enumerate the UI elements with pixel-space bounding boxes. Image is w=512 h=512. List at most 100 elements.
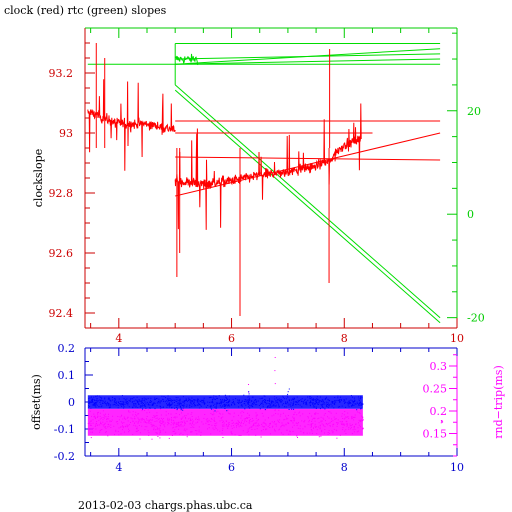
offset-point [118, 398, 120, 400]
rndtrip-point [277, 419, 279, 421]
offset-point [315, 401, 317, 403]
offset-point [196, 401, 198, 403]
rndtrip-point [172, 430, 174, 432]
offset-point [343, 400, 345, 402]
rndtrip-point [341, 413, 343, 415]
offset-point [110, 400, 112, 402]
rndtrip-point [262, 422, 264, 424]
rndtrip-point [311, 425, 312, 427]
rndtrip-point [274, 428, 275, 430]
rndtrip-point [128, 410, 130, 412]
rndtrip-point [218, 416, 220, 418]
offset-point [109, 406, 111, 408]
rndtrip-point [123, 416, 125, 418]
rndtrip-point [328, 417, 330, 419]
rndtrip-point [164, 426, 166, 428]
rndtrip-point [94, 415, 96, 417]
offset-point [260, 403, 262, 405]
offset-point [120, 403, 121, 405]
offset-point [297, 403, 299, 405]
rndtrip-point [193, 424, 195, 426]
offset-point [259, 408, 261, 410]
rndtrip-point [293, 419, 295, 421]
offset-point [226, 397, 227, 399]
rndtrip-point [187, 413, 189, 415]
rndtrip-point [358, 419, 360, 421]
offset-point [359, 402, 361, 404]
offset-point [328, 399, 330, 401]
rndtrip-point [256, 414, 258, 416]
rndtrip-point [167, 421, 169, 423]
offset-point [169, 400, 171, 402]
offset-point [238, 399, 240, 401]
offset-point [167, 399, 169, 401]
offset-point [104, 398, 106, 400]
offset-point [107, 401, 109, 403]
rndtrip-point [240, 422, 242, 424]
rndtrip-point [173, 422, 175, 424]
offset-point [138, 399, 140, 401]
offset-point [265, 400, 267, 402]
offset-point [248, 398, 250, 400]
rndtrip-point [362, 416, 364, 418]
offset-point [315, 408, 317, 409]
rndtrip-point [97, 424, 99, 426]
offset-point [238, 400, 240, 402]
rndtrip-point [257, 418, 259, 420]
rndtrip-point [153, 429, 155, 431]
offset-point [200, 399, 202, 401]
rndtrip-point [122, 418, 124, 420]
offset-point [108, 398, 110, 400]
offset-point [214, 406, 216, 408]
offset-point [108, 397, 110, 399]
offset-point [167, 397, 169, 399]
rndtrip-point [304, 425, 306, 427]
rndtrip-point [244, 419, 246, 421]
offset-point [316, 396, 318, 398]
rndtrip-point [294, 411, 296, 413]
rndtrip-point [136, 428, 138, 430]
offset-point [224, 394, 226, 396]
offset-point [122, 404, 124, 406]
rndtrip-point [184, 421, 186, 423]
offset-point [146, 398, 148, 400]
offset-point [271, 401, 273, 403]
offset-point [147, 403, 149, 405]
offset-point [167, 401, 169, 403]
offset-point [344, 401, 346, 403]
rndtrip-point [90, 421, 92, 422]
offset-point [162, 399, 164, 401]
offset-point [129, 400, 131, 402]
rndtrip-point [312, 417, 314, 419]
rndtrip-point [274, 423, 276, 425]
offset-point [141, 398, 143, 400]
offset-point [312, 399, 314, 401]
rndtrip-spike-point [274, 409, 276, 411]
rndtrip-point [189, 417, 191, 419]
rndtrip-point [120, 426, 122, 428]
rndtrip-point [213, 417, 215, 419]
rndtrip-point [198, 418, 200, 420]
offset-point [324, 397, 326, 399]
offset-point [160, 407, 162, 409]
rndtrip-point [299, 411, 301, 413]
offset-point [170, 401, 172, 403]
offset-point [208, 397, 210, 399]
rndtrip-point [176, 416, 178, 418]
offset-point [228, 401, 230, 403]
offset-point [110, 404, 112, 406]
offset-point [339, 401, 341, 403]
rndtrip-point [331, 430, 333, 432]
offset-point [163, 401, 165, 402]
offset-point [94, 403, 96, 405]
offset-point [302, 401, 304, 403]
rndtrip-point [336, 437, 338, 439]
offset-point [100, 403, 102, 405]
rndtrip-point [106, 417, 108, 419]
offset-point [348, 402, 350, 404]
rndtrip-point [269, 433, 271, 435]
rndtrip-point [328, 423, 330, 425]
rndtrip-point [232, 422, 234, 424]
rndtrip-point [324, 426, 326, 428]
